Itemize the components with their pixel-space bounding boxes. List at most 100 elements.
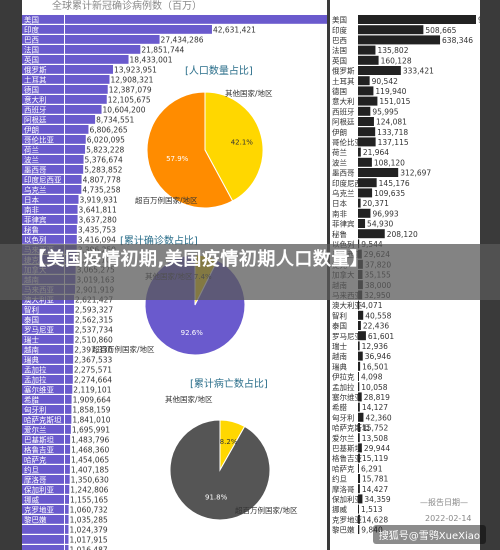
country-label-bg xyxy=(22,155,64,164)
bar-value: 90,542 xyxy=(372,77,398,86)
bar xyxy=(65,15,327,24)
bar-value: 1,483,796 xyxy=(71,435,109,444)
bar-value: 312,697 xyxy=(400,169,431,178)
bar-value: 21,851,744 xyxy=(141,45,184,54)
bar xyxy=(358,484,360,494)
country-label-bg xyxy=(22,25,64,34)
country-label: 荷兰 xyxy=(332,147,347,157)
bar xyxy=(65,145,86,154)
country-label: 英国 xyxy=(24,54,39,64)
country-label-bg xyxy=(22,455,64,464)
country-label: 越南 xyxy=(332,351,347,361)
bar xyxy=(65,445,71,454)
country-label: 瑞典 xyxy=(332,361,347,371)
country-label: 美国 xyxy=(24,14,39,24)
bar-value: 27,434,286 xyxy=(161,35,204,44)
bar xyxy=(65,55,129,64)
country-label-bg xyxy=(22,75,64,84)
country-label: 越南 xyxy=(24,344,39,354)
country-label: 土耳其 xyxy=(332,76,355,86)
bar xyxy=(358,474,361,483)
country-label-bg xyxy=(22,395,64,404)
country-label: 黎巴嫩 xyxy=(332,525,355,535)
country-label: 波兰 xyxy=(24,154,39,164)
bar-value: 124,081 xyxy=(376,118,407,127)
bar-value: 14,127 xyxy=(362,403,388,412)
country-label: 菲律宾 xyxy=(332,219,355,229)
country-label: 俄罗斯 xyxy=(24,64,47,74)
bar-value: 2,119,101 xyxy=(73,385,111,394)
country-label-bg xyxy=(22,225,64,234)
bar-value: 1,060,732 xyxy=(70,505,108,514)
country-label: 哈萨克 xyxy=(24,454,47,464)
bar xyxy=(358,147,361,157)
bar-value: 1,017,915 xyxy=(70,535,108,544)
country-label-bg xyxy=(22,95,64,104)
country-label-bg xyxy=(22,165,64,174)
country-label: 荷兰 xyxy=(24,144,39,154)
bar-value: 4,735,258 xyxy=(82,185,120,194)
bar-value: 13,508 xyxy=(362,434,388,443)
country-label-bg xyxy=(22,405,64,414)
bar-value: 2,537,734 xyxy=(75,325,113,334)
bar xyxy=(358,433,360,443)
bar-value: 14,628 xyxy=(362,515,388,524)
bar xyxy=(358,423,361,432)
country-label: 巴基斯坦 xyxy=(332,443,362,453)
bar xyxy=(358,372,359,381)
bar-value: 2,275,571 xyxy=(74,365,112,374)
bar xyxy=(65,465,70,474)
bar-value: 2,274,664 xyxy=(74,375,112,384)
country-label: 伊拉克 xyxy=(332,372,355,382)
bar xyxy=(358,178,377,188)
country-label-bg xyxy=(22,215,64,224)
bar xyxy=(65,325,74,334)
country-label: 罗马尼亚 xyxy=(332,332,362,341)
bar-value: 6,291 xyxy=(361,464,383,473)
bar-value: 6,020,095 xyxy=(87,135,125,144)
title-overlay xyxy=(0,244,500,300)
country-label-bg xyxy=(22,45,64,54)
country-label: 匈牙利 xyxy=(24,404,47,414)
bar-value: 119,940 xyxy=(375,87,406,96)
country-label: 约旦 xyxy=(332,474,347,484)
bar xyxy=(358,525,360,534)
bar xyxy=(358,137,376,147)
country-label: 保加利亚 xyxy=(24,484,54,494)
bar-value: 2,562,315 xyxy=(75,315,113,324)
country-label-bg xyxy=(22,445,64,454)
country-label: 挪威 xyxy=(332,504,347,514)
bar-value: 16,501 xyxy=(362,362,388,371)
country-label-bg xyxy=(22,105,64,114)
bar xyxy=(65,355,74,364)
bar xyxy=(65,185,82,194)
bar-value: 5,376,674 xyxy=(85,155,123,164)
country-label-bg xyxy=(22,505,64,514)
bar xyxy=(358,117,374,126)
bar xyxy=(65,235,77,244)
bar xyxy=(65,405,72,414)
country-label-bg xyxy=(22,335,64,344)
bar-value: 61,601 xyxy=(368,332,394,341)
country-label: 印度 xyxy=(24,24,39,34)
bar-value: 40,558 xyxy=(365,311,391,320)
bar xyxy=(65,165,84,174)
bar xyxy=(358,229,385,239)
bar xyxy=(358,86,374,96)
bar-value: 1,468,360 xyxy=(71,445,109,454)
bar xyxy=(65,535,69,544)
bar xyxy=(65,335,74,344)
bar-value: 1,858,159 xyxy=(72,405,110,414)
bar-value: 1,909,664 xyxy=(73,395,111,404)
bar xyxy=(65,425,71,434)
country-label: 瑞士 xyxy=(24,334,39,344)
country-label: 日本 xyxy=(332,198,347,208)
country-label-bg xyxy=(22,495,64,504)
country-label: 俄罗斯 xyxy=(332,66,355,76)
country-label: 保加利亚 xyxy=(332,494,362,504)
bar xyxy=(358,361,361,371)
country-label: 秘鲁 xyxy=(24,224,39,234)
bar xyxy=(65,75,110,84)
country-label: 秘鲁 xyxy=(332,229,347,239)
bar xyxy=(358,66,401,75)
